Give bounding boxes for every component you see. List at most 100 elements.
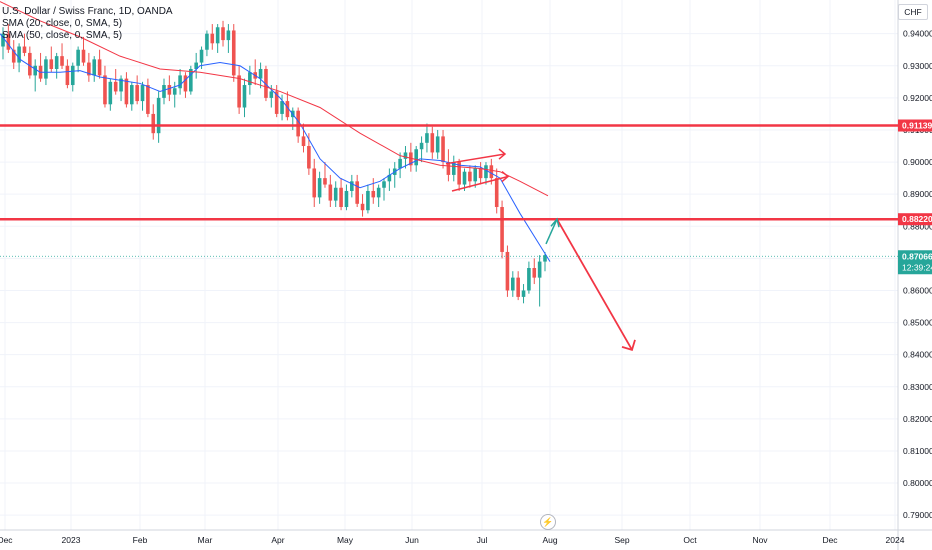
candles <box>1 20 547 307</box>
currency-button[interactable]: CHF <box>898 4 928 20</box>
candle <box>537 255 542 307</box>
candle <box>285 91 290 121</box>
candle-body <box>6 33 11 50</box>
candle <box>478 162 483 185</box>
candle <box>215 24 220 53</box>
candle-body <box>344 190 349 208</box>
candle <box>205 30 209 57</box>
candle <box>28 46 32 79</box>
candle-body <box>17 46 21 63</box>
price-tick-label: 0.92000 <box>903 93 932 103</box>
candle-body <box>135 85 139 102</box>
candle <box>280 94 284 121</box>
lightning-bolt-icon[interactable]: ⚡ <box>540 514 556 530</box>
symbol-title[interactable]: U.S. Dollar / Swiss Franc, 1D, OANDA <box>2 6 173 17</box>
candle-body <box>76 49 80 66</box>
candle <box>146 78 150 118</box>
candle <box>221 20 225 47</box>
candle <box>70 62 75 92</box>
flag-lower-line <box>451 175 509 192</box>
candle <box>1 27 5 60</box>
candle-body <box>312 168 317 198</box>
candle-body <box>500 207 504 252</box>
candle <box>344 184 349 211</box>
candle <box>376 184 381 208</box>
price-tick-label: 0.82000 <box>903 414 932 424</box>
time-tick-label: Aug <box>542 535 557 545</box>
candle <box>38 52 43 82</box>
candle-body <box>49 59 54 69</box>
chart-legend: U.S. Dollar / Swiss Franc, 1D, OANDA SMA… <box>2 6 173 42</box>
candle <box>317 171 322 204</box>
candle-body <box>350 181 354 191</box>
sma20-line <box>0 33 551 262</box>
candle <box>371 178 376 204</box>
candle <box>419 136 424 163</box>
candle-body <box>146 85 150 114</box>
candle-body <box>172 88 177 95</box>
candle-body <box>468 171 472 182</box>
candle-body <box>521 290 526 297</box>
sma50-legend[interactable]: SMA (50, close, 0, SMA, 5) <box>2 30 123 41</box>
candle-body <box>248 72 252 86</box>
price-tick-label: 0.85000 <box>903 318 932 328</box>
price-tick-label: 0.93000 <box>903 61 932 71</box>
candle-body <box>307 146 311 169</box>
time-tick-label: 2024 <box>886 535 905 545</box>
projection-up-segment <box>545 218 558 245</box>
price-tick-label: 0.79000 <box>903 510 932 520</box>
candle <box>511 271 515 297</box>
candle <box>521 284 526 304</box>
grid-lines <box>0 0 898 530</box>
candle <box>6 24 11 53</box>
time-tick-label: Dec <box>0 535 13 545</box>
candle-body <box>478 168 483 179</box>
candle <box>178 68 182 95</box>
price-tick-label: 0.81000 <box>903 446 932 456</box>
candle <box>382 178 386 201</box>
candle <box>441 129 445 169</box>
time-tick-label: Jul <box>477 535 488 545</box>
candle-body <box>11 49 16 63</box>
candle-body <box>366 190 370 211</box>
candle <box>231 24 236 82</box>
candle-body <box>414 149 419 166</box>
candle-body <box>398 158 402 169</box>
candle-body <box>301 136 306 147</box>
candle <box>124 72 129 108</box>
candle-body <box>527 268 531 291</box>
time-tick-label: Dec <box>822 535 838 545</box>
candle-body <box>231 30 236 76</box>
candle <box>156 91 161 143</box>
candle-body <box>435 136 440 153</box>
candle-body <box>473 168 478 182</box>
candle <box>350 174 354 198</box>
candle-body <box>28 52 32 76</box>
candle <box>87 52 91 82</box>
candle-body <box>371 190 376 198</box>
candle <box>430 126 435 159</box>
candle-body <box>532 268 537 278</box>
sma20-legend[interactable]: SMA (20, close, 0, SMA, 5) <box>2 18 123 29</box>
candle <box>151 104 156 140</box>
candle <box>414 146 419 172</box>
candle-body <box>323 178 327 185</box>
candle <box>162 78 166 105</box>
candle <box>248 65 252 95</box>
candle-body <box>328 184 333 201</box>
candle-body <box>360 203 365 211</box>
countdown-label: 12:39:24 <box>902 262 932 272</box>
candle <box>532 258 537 285</box>
candle-body <box>167 85 172 95</box>
candle-body <box>44 59 48 79</box>
projection-down-segment <box>556 218 633 351</box>
candle <box>387 168 392 191</box>
candle <box>237 65 241 114</box>
candle <box>457 158 461 191</box>
candle <box>22 33 27 57</box>
candle <box>328 174 333 208</box>
candle <box>194 52 198 79</box>
candle-body <box>156 97 161 134</box>
